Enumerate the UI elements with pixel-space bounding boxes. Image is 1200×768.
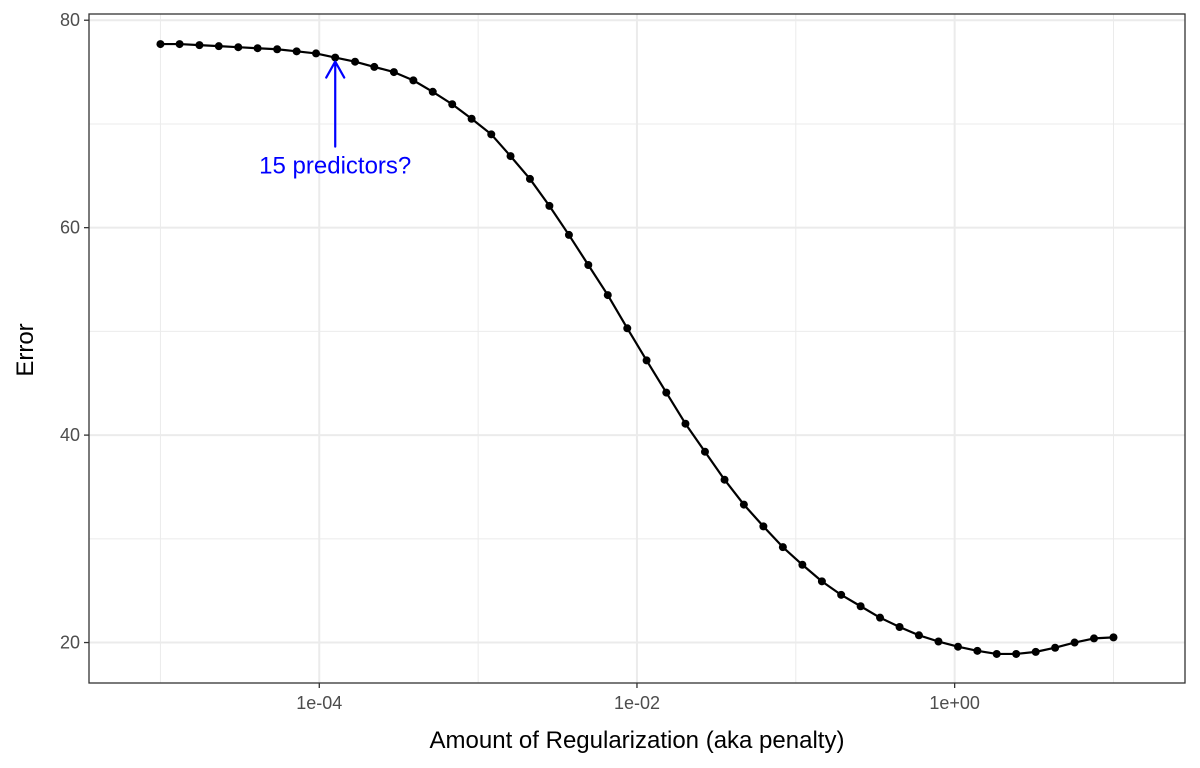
annotation-label: 15 predictors? (259, 153, 411, 180)
data-point (234, 43, 243, 52)
data-point (876, 613, 885, 622)
data-point (700, 447, 709, 456)
data-point (1090, 634, 1099, 643)
data-point (1012, 649, 1021, 658)
data-point (720, 475, 729, 484)
data-point (156, 40, 165, 49)
data-point (331, 53, 340, 62)
data-point (1051, 643, 1060, 652)
data-point (253, 44, 262, 53)
y-axis-title: Error (12, 323, 39, 376)
x-axis-title: Amount of Regularization (aka penalty) (430, 727, 845, 754)
data-point (623, 324, 632, 333)
data-point (545, 201, 554, 210)
data-point (642, 356, 651, 365)
data-point (409, 76, 418, 85)
data-point (895, 622, 904, 631)
data-point (351, 57, 360, 66)
series-layer (156, 40, 1118, 658)
data-point (778, 543, 787, 552)
y-tick-label: 60 (60, 218, 80, 238)
data-point (603, 291, 612, 300)
major-gridlines (89, 14, 1185, 683)
data-point (856, 602, 865, 611)
x-tick-label: 1e+00 (929, 693, 980, 713)
data-point (934, 637, 943, 646)
data-point (1109, 633, 1118, 642)
axis-ticks: 1e-04 1e-02 1e+00 20 40 60 80 (60, 10, 980, 713)
data-point (837, 590, 846, 599)
data-point (1031, 647, 1040, 656)
x-tick-label: 1e-02 (614, 693, 660, 713)
data-point (681, 419, 690, 428)
data-point (273, 45, 282, 54)
data-point (1070, 638, 1079, 647)
data-point (817, 577, 826, 586)
data-point (525, 174, 534, 183)
y-tick-label: 40 (60, 425, 80, 445)
data-point (195, 41, 204, 50)
data-point (448, 100, 457, 109)
data-point (759, 522, 768, 531)
data-point (214, 42, 223, 51)
annotation-arrow (325, 60, 346, 148)
data-point (992, 649, 1001, 658)
data-point (428, 87, 437, 96)
x-tick-label: 1e-04 (296, 693, 342, 713)
data-point (175, 40, 184, 49)
data-point (487, 130, 496, 139)
data-point (467, 114, 476, 123)
data-point (662, 388, 671, 397)
data-point (312, 49, 321, 58)
data-point (914, 631, 923, 640)
data-point (584, 261, 593, 270)
data-point (739, 500, 748, 509)
data-point (370, 62, 379, 71)
data-point (973, 646, 982, 655)
data-point (292, 47, 301, 56)
data-point (389, 68, 398, 77)
data-point (954, 642, 963, 651)
data-point (564, 230, 573, 239)
data-point (506, 152, 515, 161)
annotation-layer: 15 predictors? (259, 60, 411, 180)
y-tick-label: 80 (60, 10, 80, 30)
y-tick-label: 20 (60, 633, 80, 653)
data-point (798, 560, 807, 569)
